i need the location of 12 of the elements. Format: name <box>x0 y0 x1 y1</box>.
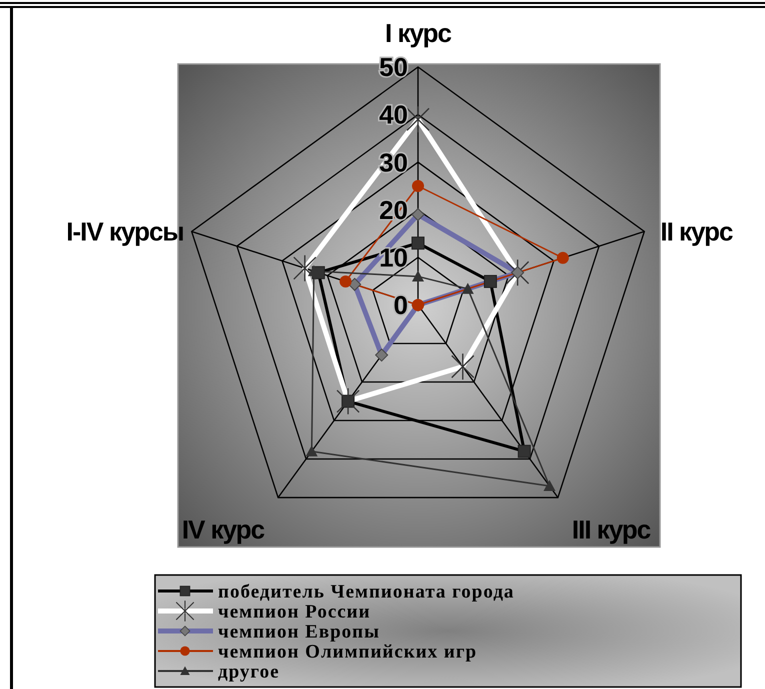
spoke-label: IV курс <box>182 514 265 545</box>
y-tick-label: 10 <box>379 242 408 272</box>
legend-label: другое <box>218 662 280 683</box>
legend-label: победитель Чемпионата города <box>218 582 514 603</box>
y-tick-label: 40 <box>379 100 408 130</box>
legend-label: чемпион Европы <box>218 622 380 643</box>
legend-label: чемпион Олимпийских игр <box>218 642 478 663</box>
legend-label: чемпион России <box>218 602 371 623</box>
spoke-label: III курс <box>572 514 651 545</box>
spoke-label: II курс <box>660 216 734 246</box>
spoke-label: I курс <box>385 18 452 48</box>
spoke-label: I-IV курсы <box>66 216 184 246</box>
